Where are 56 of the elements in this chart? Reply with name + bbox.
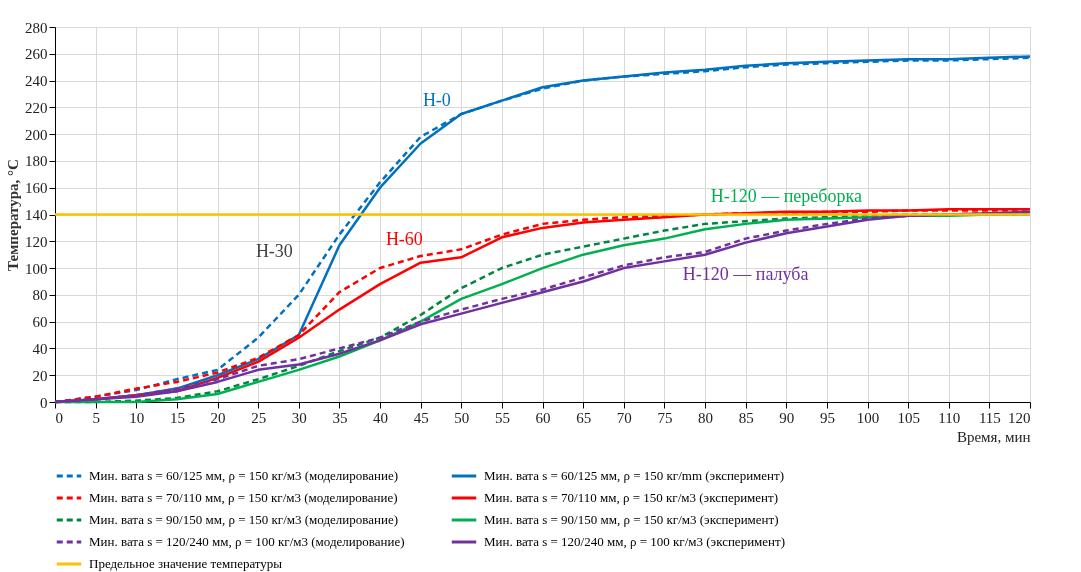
annotation: Н-120 — переборка bbox=[710, 186, 862, 207]
x-tick-label: 50 bbox=[454, 409, 470, 426]
legend-label: Мин. вата s = 120/240 мм, ρ = 100 кг/м3 (моделирование) bbox=[89, 534, 405, 549]
y-tick-label: 80 bbox=[32, 287, 48, 304]
y-tick-label: 200 bbox=[25, 126, 48, 143]
y-tick-label: 20 bbox=[32, 367, 48, 384]
x-tick-label: 90 bbox=[779, 409, 795, 426]
x-tick-label: 120 bbox=[1008, 409, 1031, 426]
annotation: Н-0 bbox=[422, 89, 451, 110]
x-tick-label: 0 bbox=[55, 409, 63, 426]
legend-label: Мин. вата s = 90/150 мм, ρ = 150 кг/м3 (эксперимент) bbox=[484, 512, 779, 527]
x-tick-label: 35 bbox=[332, 409, 348, 426]
y-tick-label: 160 bbox=[25, 180, 48, 197]
legend-label: Мин. вата s = 90/150 мм, ρ = 150 кг/м3 (моделирование) bbox=[89, 512, 399, 527]
y-tick-label: 60 bbox=[32, 314, 48, 331]
x-tick-label: 115 bbox=[978, 409, 1001, 426]
y-tick-label: 280 bbox=[25, 19, 48, 36]
legend-label: Мин. вата s = 70/110 мм, ρ = 150 кг/м3 (моделирование) bbox=[89, 490, 398, 505]
x-tick-label: 45 bbox=[413, 409, 429, 426]
y-tick-label: 240 bbox=[25, 73, 48, 90]
x-tick-label: 30 bbox=[291, 409, 307, 426]
x-tick-label: 55 bbox=[494, 409, 510, 426]
legend-label: Предельное значение температуры bbox=[89, 556, 283, 571]
x-tick-label: 10 bbox=[129, 409, 145, 426]
x-tick-label: 85 bbox=[738, 409, 754, 426]
x-tick-label: 100 bbox=[856, 409, 880, 426]
legend-label: Мин. вата s = 70/110 мм, ρ = 150 кг/м3 (эксперимент) bbox=[484, 490, 779, 505]
y-tick-label: 0 bbox=[40, 394, 48, 411]
x-tick-label: 25 bbox=[251, 409, 267, 426]
x-tick-label: 80 bbox=[698, 409, 713, 426]
y-tick-label: 220 bbox=[25, 99, 48, 116]
y-axis-title: Температура, °C bbox=[5, 159, 21, 271]
x-tick-label: 75 bbox=[657, 409, 673, 426]
x-tick-label: 70 bbox=[616, 409, 632, 426]
x-tick-label: 95 bbox=[819, 409, 835, 426]
y-tick-label: 260 bbox=[25, 46, 48, 63]
x-tick-label: 65 bbox=[576, 409, 592, 426]
x-tick-label: 5 bbox=[92, 409, 100, 426]
y-tick-label: 100 bbox=[25, 260, 48, 277]
annotation: Н-60 bbox=[385, 228, 423, 249]
annotation: Н-30 bbox=[255, 241, 293, 261]
annotation: Н-120 — палуба bbox=[682, 263, 809, 284]
x-tick-label: 60 bbox=[535, 409, 551, 426]
legend-label: Мин. вата s = 60/125 мм, ρ = 150 кг/mm (эксперимент) bbox=[484, 468, 785, 483]
y-tick-label: 40 bbox=[32, 340, 48, 357]
y-tick-label: 140 bbox=[25, 207, 48, 223]
legend-label: Мин. вата s = 120/240 мм, ρ = 100 кг/м3 (эксперимент) bbox=[484, 534, 786, 549]
x-tick-label: 105 bbox=[897, 409, 920, 426]
x-tick-label: 20 bbox=[210, 409, 226, 426]
legend-label: Мин. вата s = 60/125 мм, ρ = 150 кг/м3 (моделирование) bbox=[89, 468, 399, 483]
x-tick-label: 15 bbox=[169, 409, 185, 426]
y-tick-label: 180 bbox=[25, 153, 48, 170]
x-tick-label: 40 bbox=[373, 409, 388, 426]
x-axis-title: Время, мин bbox=[956, 428, 1031, 445]
x-tick-label: 110 bbox=[938, 409, 961, 426]
y-tick-label: 120 bbox=[25, 233, 48, 250]
